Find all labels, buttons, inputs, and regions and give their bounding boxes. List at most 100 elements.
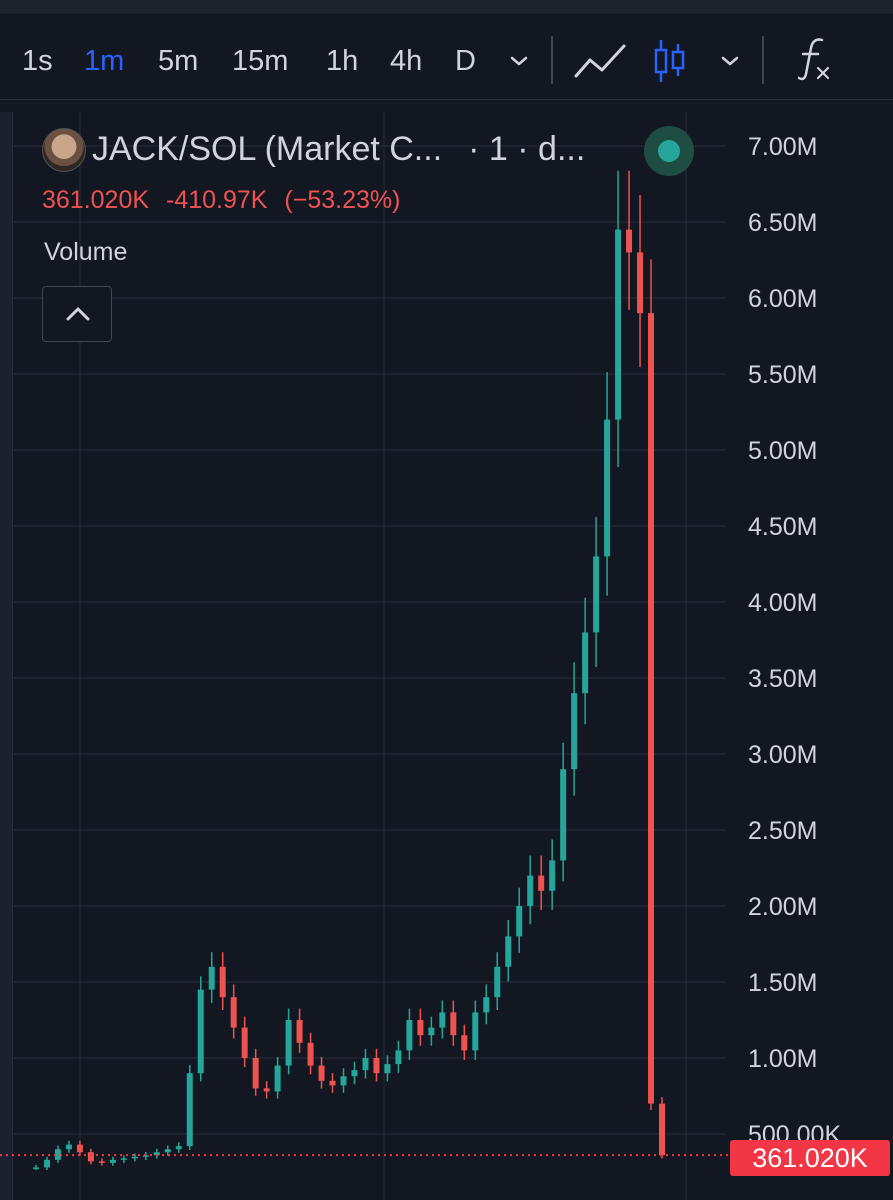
candle-body: [274, 1065, 281, 1092]
candle-body: [615, 229, 622, 420]
candle-body: [263, 1088, 270, 1092]
symbol-interval: · 1 · d...: [468, 130, 586, 168]
line-chart-icon[interactable]: [572, 40, 628, 84]
candle-body: [296, 1020, 303, 1043]
candle-body: [549, 860, 556, 891]
candle-body: [43, 1159, 50, 1168]
price-axis-label: 2.00M: [748, 893, 817, 921]
candle-body: [538, 875, 545, 891]
market-status-indicator[interactable]: [644, 126, 694, 176]
candle-body: [395, 1050, 402, 1065]
change-value: -410.97K: [166, 186, 268, 214]
candle-body: [648, 313, 655, 1104]
candle-body: [604, 419, 611, 557]
candle-body: [593, 556, 600, 633]
candle-body: [659, 1103, 665, 1156]
left-panel-edge: [0, 112, 13, 1200]
candle-body: [637, 252, 644, 314]
candle-body: [417, 1020, 424, 1036]
price-axis-label: 6.00M: [748, 285, 817, 313]
toolbar-top-strip: [0, 0, 893, 14]
function-icon[interactable]: [796, 34, 836, 84]
toolbar-divider: [762, 36, 764, 84]
candle-body: [65, 1144, 72, 1150]
candle-body: [362, 1058, 369, 1071]
last-value: 361.020K: [42, 186, 150, 214]
candle-body: [340, 1076, 347, 1086]
candlestick-icon[interactable]: [652, 36, 688, 86]
price-axis-label: 4.50M: [748, 513, 817, 541]
candle-body: [472, 1012, 479, 1051]
toolbar: 1s 1m 5m 15m 1h 4h D: [0, 0, 893, 100]
candle-body: [230, 997, 237, 1028]
candle-body: [285, 1020, 292, 1066]
price-axis-label: 1.50M: [748, 969, 817, 997]
candle-body: [406, 1020, 413, 1051]
price-axis-label: 6.50M: [748, 209, 817, 237]
candle-body: [373, 1058, 380, 1074]
candle-body: [208, 966, 215, 990]
candle-body: [33, 1167, 39, 1169]
change-percent: (−53.23%): [284, 186, 401, 214]
candle-body: [252, 1058, 259, 1089]
price-axis-label: 4.00M: [748, 589, 817, 617]
candle-body: [131, 1156, 138, 1159]
candle-body: [384, 1064, 391, 1074]
timeframe-1h[interactable]: 1h: [326, 45, 359, 77]
candlesticks: [33, 170, 665, 1170]
live-dot-icon: [658, 140, 680, 162]
candle-body: [318, 1065, 325, 1081]
candle-body: [428, 1027, 435, 1036]
price-axis: 7.00M 6.50M 6.00M 5.50M 5.00M 4.50M 4.00M 3.50M…: [748, 133, 841, 1149]
price-axis-label: 3.00M: [748, 741, 817, 769]
price-chart[interactable]: 7.00M 6.50M 6.00M 5.50M 5.00M 4.50M 4.00M 3.50M…: [0, 100, 893, 1200]
price-axis-label: 7.00M: [748, 133, 817, 161]
candle-body: [54, 1149, 61, 1160]
price-axis-label: 5.50M: [748, 361, 817, 389]
candle-body: [87, 1152, 94, 1162]
symbol-title: JACK/SOL (Market C...: [92, 130, 443, 168]
price-axis-label: 5.00M: [748, 437, 817, 465]
candle-body: [329, 1080, 336, 1086]
candle-body: [186, 1073, 193, 1147]
candle-body: [571, 693, 578, 770]
legend-values: 361.020K -410.97K (−53.23%): [42, 186, 410, 215]
candle-body: [76, 1144, 83, 1153]
candle-body: [505, 936, 512, 967]
candle-body: [175, 1146, 182, 1150]
candle-body: [527, 875, 534, 906]
collapse-legend-button[interactable]: [42, 286, 112, 342]
price-axis-label: 1.00M: [748, 1045, 817, 1073]
candle-body: [98, 1161, 105, 1163]
candle-body: [164, 1149, 171, 1153]
chevron-up-icon: [66, 307, 90, 321]
volume-label[interactable]: Volume: [44, 238, 128, 266]
candle-body: [560, 769, 567, 861]
candle-body: [483, 997, 490, 1013]
chevron-down-icon[interactable]: [506, 48, 532, 74]
timeframe-1s[interactable]: 1s: [22, 45, 53, 77]
chart-type-chevron-down-icon[interactable]: [717, 48, 743, 74]
toolbar-divider: [551, 36, 553, 84]
price-axis-label: 2.50M: [748, 817, 817, 845]
candle-body: [450, 1012, 457, 1036]
price-axis-label: 3.50M: [748, 665, 817, 693]
candle-body: [153, 1152, 160, 1156]
candle-body: [241, 1027, 248, 1058]
candle-body: [516, 906, 523, 937]
timeframe-4h[interactable]: 4h: [390, 45, 423, 77]
timeframe-5m[interactable]: 5m: [158, 45, 199, 77]
candle-body: [120, 1158, 127, 1160]
candle-body: [307, 1042, 314, 1066]
candle-body: [582, 632, 589, 694]
candle-body: [219, 966, 226, 998]
candle-body: [494, 966, 501, 998]
token-avatar: [42, 128, 86, 172]
candle-body: [461, 1035, 468, 1051]
timeframe-15m[interactable]: 15m: [232, 45, 289, 77]
timeframe-1m[interactable]: 1m: [84, 45, 125, 77]
timeframe-d[interactable]: D: [455, 45, 476, 77]
symbol-legend[interactable]: JACK/SOL (Market C... · 1 · d...: [92, 130, 585, 169]
candle-body: [626, 229, 633, 253]
last-price-label: 361.020K: [730, 1140, 890, 1176]
